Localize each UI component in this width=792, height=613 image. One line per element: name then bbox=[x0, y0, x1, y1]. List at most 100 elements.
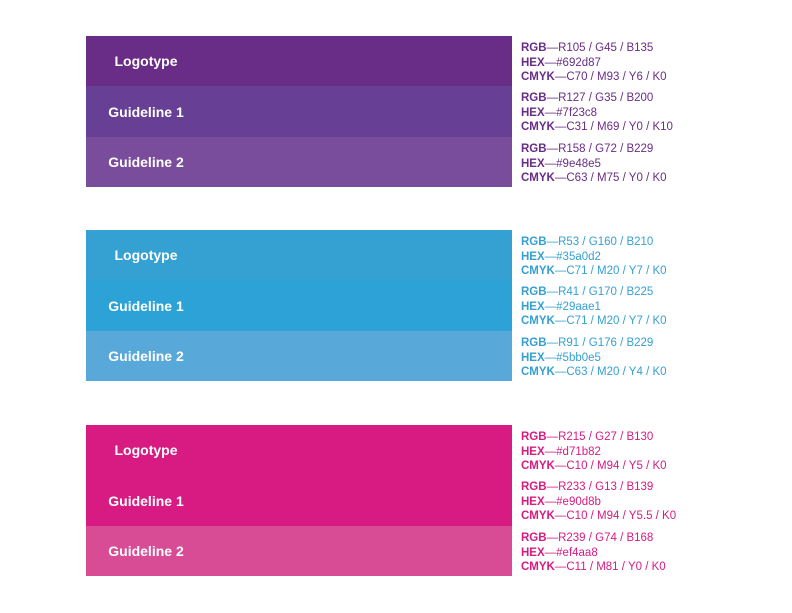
color-swatch: Guideline 1 bbox=[86, 475, 512, 526]
hex-value: #d71b82 bbox=[556, 445, 601, 458]
swatch-label: Logotype bbox=[114, 442, 178, 458]
hex-value-line: HEX—#35a0d2 bbox=[521, 250, 706, 265]
hex-value-line: HEX—#7f23c8 bbox=[521, 106, 706, 121]
hex-value-line: HEX—#29aae1 bbox=[521, 300, 706, 315]
cmyk-value: C71 / M20 / Y7 / K0 bbox=[566, 315, 667, 327]
cmyk-value: C10 / M94 / Y5.5 / K0 bbox=[566, 510, 677, 522]
rgb-value: R91 / G176 / B229 bbox=[558, 337, 654, 349]
rgb-value-line: RGB—R105 / G45 / B135 bbox=[521, 41, 706, 56]
hex-value-line: HEX—#692d87 bbox=[521, 56, 706, 71]
hex-value-line: HEX—#5bb0e5 bbox=[521, 351, 706, 366]
cmyk-label: CMYK bbox=[521, 71, 555, 83]
separator: — bbox=[546, 42, 559, 54]
separator: — bbox=[554, 510, 567, 522]
color-swatch: Guideline 2 bbox=[86, 137, 512, 187]
hex-label: HEX bbox=[521, 546, 545, 559]
cmyk-value: C10 / M94 / Y5 / K0 bbox=[566, 460, 667, 472]
color-swatch: Guideline 1 bbox=[86, 86, 512, 137]
rgb-label: RGB bbox=[521, 532, 547, 544]
color-specs: RGB—R215 / G27 / B130 HEX—#d71b82 CMYK—C10… bbox=[521, 430, 706, 474]
rgb-value: R158 / G72 / B229 bbox=[558, 143, 654, 155]
color-specs: RGB—R233 / G13 / B139 HEX—#e90d8b CMYK—C10… bbox=[521, 480, 706, 524]
cmyk-value-line: CMYK—C71 / M20 / Y7 / K0 bbox=[521, 314, 706, 329]
swatch-label: Logotype bbox=[114, 247, 178, 263]
separator: — bbox=[546, 286, 559, 298]
rgb-value: R239 / G74 / B168 bbox=[558, 532, 654, 544]
cmyk-value: C11 / M81 / Y0 / K0 bbox=[566, 561, 666, 573]
hex-value: #35a0d2 bbox=[556, 250, 601, 263]
rgb-value: R127 / G35 / B200 bbox=[558, 92, 654, 104]
cmyk-value-line: CMYK—C71 / M20 / Y7 / K0 bbox=[521, 264, 706, 279]
cmyk-label: CMYK bbox=[521, 265, 555, 277]
separator: — bbox=[544, 445, 557, 458]
cmyk-value: C70 / M93 / Y6 / K0 bbox=[566, 71, 667, 83]
color-group-2: Logotype RGB—R53 / G160 / B210 HEX—#35a0d2… bbox=[86, 230, 706, 390]
rgb-label: RGB bbox=[521, 92, 547, 104]
cmyk-value: C63 / M20 / Y4 / K0 bbox=[566, 366, 667, 378]
cmyk-label: CMYK bbox=[521, 315, 555, 327]
separator: — bbox=[546, 532, 559, 544]
color-specs: RGB—R41 / G170 / B225 HEX—#29aae1 CMYK—C71… bbox=[521, 285, 706, 329]
color-specs: RGB—R91 / G176 / B229 HEX—#5bb0e5 CMYK—C63… bbox=[521, 336, 706, 380]
separator: — bbox=[554, 460, 567, 472]
hex-label: HEX bbox=[521, 300, 545, 313]
separator: — bbox=[546, 337, 559, 349]
swatch-label: Logotype bbox=[114, 53, 178, 69]
separator: — bbox=[554, 366, 567, 378]
color-swatch: Guideline 2 bbox=[86, 331, 512, 381]
rgb-value-line: RGB—R215 / G27 / B130 bbox=[521, 430, 706, 445]
cmyk-label: CMYK bbox=[521, 172, 555, 184]
color-specs: RGB—R53 / G160 / B210 HEX—#35a0d2 CMYK—C71… bbox=[521, 235, 706, 279]
separator: — bbox=[554, 315, 567, 327]
separator: — bbox=[554, 121, 567, 133]
rgb-value-line: RGB—R41 / G170 / B225 bbox=[521, 285, 706, 300]
rgb-value: R53 / G160 / B210 bbox=[558, 236, 654, 248]
rgb-value: R215 / G27 / B130 bbox=[558, 431, 654, 443]
rgb-label: RGB bbox=[521, 286, 547, 298]
hex-value-line: HEX—#9e48e5 bbox=[521, 157, 706, 172]
color-specs: RGB—R158 / G72 / B229 HEX—#9e48e5 CMYK—C63… bbox=[521, 142, 706, 186]
separator: — bbox=[554, 561, 567, 573]
rgb-value-line: RGB—R233 / G13 / B139 bbox=[521, 480, 706, 495]
rgb-value: R105 / G45 / B135 bbox=[558, 42, 654, 54]
hex-value-line: HEX—#ef4aa8 bbox=[521, 546, 706, 561]
cmyk-value-line: CMYK—C63 / M75 / Y0 / K0 bbox=[521, 171, 706, 186]
separator: — bbox=[544, 351, 557, 364]
rgb-value: R41 / G170 / B225 bbox=[558, 286, 654, 298]
separator: — bbox=[544, 546, 557, 559]
cmyk-label: CMYK bbox=[521, 561, 555, 573]
hex-label: HEX bbox=[521, 445, 545, 458]
rgb-label: RGB bbox=[521, 143, 547, 155]
separator: — bbox=[544, 106, 557, 119]
hex-label: HEX bbox=[521, 351, 545, 364]
separator: — bbox=[544, 250, 557, 263]
hex-value-line: HEX—#e90d8b bbox=[521, 495, 706, 510]
hex-value: #5bb0e5 bbox=[556, 351, 601, 364]
rgb-value-line: RGB—R53 / G160 / B210 bbox=[521, 235, 706, 250]
separator: — bbox=[544, 56, 557, 69]
color-swatch: Logotype bbox=[86, 425, 512, 475]
rgb-value-line: RGB—R158 / G72 / B229 bbox=[521, 142, 706, 157]
hex-label: HEX bbox=[521, 157, 545, 170]
rgb-value: R233 / G13 / B139 bbox=[558, 481, 654, 493]
hex-label: HEX bbox=[521, 250, 545, 263]
cmyk-label: CMYK bbox=[521, 460, 555, 472]
color-swatch: Guideline 1 bbox=[86, 280, 512, 331]
separator: — bbox=[546, 236, 559, 248]
separator: — bbox=[554, 172, 567, 184]
cmyk-value: C31 / M69 / Y0 / K10 bbox=[566, 121, 673, 133]
hex-value: #692d87 bbox=[556, 56, 601, 69]
cmyk-label: CMYK bbox=[521, 121, 555, 133]
color-swatch: Logotype bbox=[86, 36, 512, 86]
cmyk-value-line: CMYK—C70 / M93 / Y6 / K0 bbox=[521, 70, 706, 85]
swatch-label: Guideline 2 bbox=[108, 154, 184, 170]
separator: — bbox=[546, 92, 559, 104]
separator: — bbox=[546, 143, 559, 155]
hex-value: #29aae1 bbox=[556, 300, 601, 313]
swatch-label: Guideline 1 bbox=[108, 103, 184, 120]
color-specs: RGB—R127 / G35 / B200 HEX—#7f23c8 CMYK—C31… bbox=[521, 91, 706, 135]
cmyk-label: CMYK bbox=[521, 510, 555, 522]
separator: — bbox=[554, 265, 567, 277]
rgb-label: RGB bbox=[521, 337, 547, 349]
cmyk-value: C63 / M75 / Y0 / K0 bbox=[566, 172, 667, 184]
